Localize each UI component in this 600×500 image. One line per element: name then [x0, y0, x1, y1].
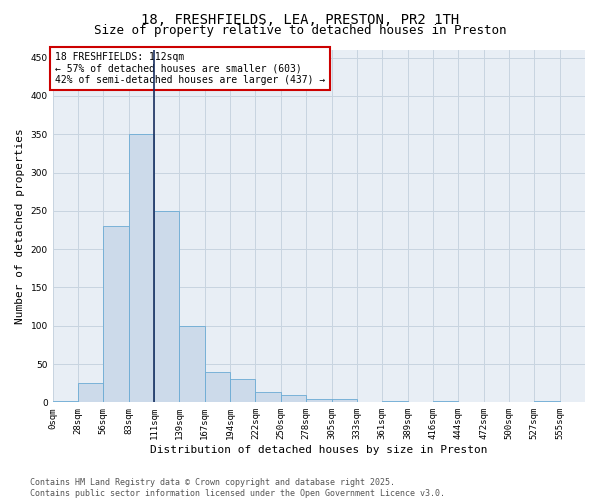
Bar	[281, 394, 306, 402]
Bar	[78, 383, 103, 402]
Y-axis label: Number of detached properties: Number of detached properties	[15, 128, 25, 324]
Bar	[230, 380, 256, 402]
Bar	[205, 372, 230, 402]
Bar	[332, 400, 357, 402]
Bar	[256, 392, 281, 402]
Bar	[129, 134, 154, 402]
Bar	[382, 401, 407, 402]
Bar	[154, 211, 179, 402]
Text: Contains HM Land Registry data © Crown copyright and database right 2025.
Contai: Contains HM Land Registry data © Crown c…	[30, 478, 445, 498]
Bar	[535, 401, 560, 402]
Text: Size of property relative to detached houses in Preston: Size of property relative to detached ho…	[94, 24, 506, 37]
X-axis label: Distribution of detached houses by size in Preston: Distribution of detached houses by size …	[150, 445, 488, 455]
Bar	[433, 401, 458, 402]
Text: 18, FRESHFIELDS, LEA, PRESTON, PR2 1TH: 18, FRESHFIELDS, LEA, PRESTON, PR2 1TH	[141, 12, 459, 26]
Bar	[53, 401, 78, 402]
Bar	[306, 400, 332, 402]
Bar	[179, 326, 205, 402]
Text: 18 FRESHFIELDS: 112sqm
← 57% of detached houses are smaller (603)
42% of semi-de: 18 FRESHFIELDS: 112sqm ← 57% of detached…	[55, 52, 326, 85]
Bar	[103, 226, 129, 402]
